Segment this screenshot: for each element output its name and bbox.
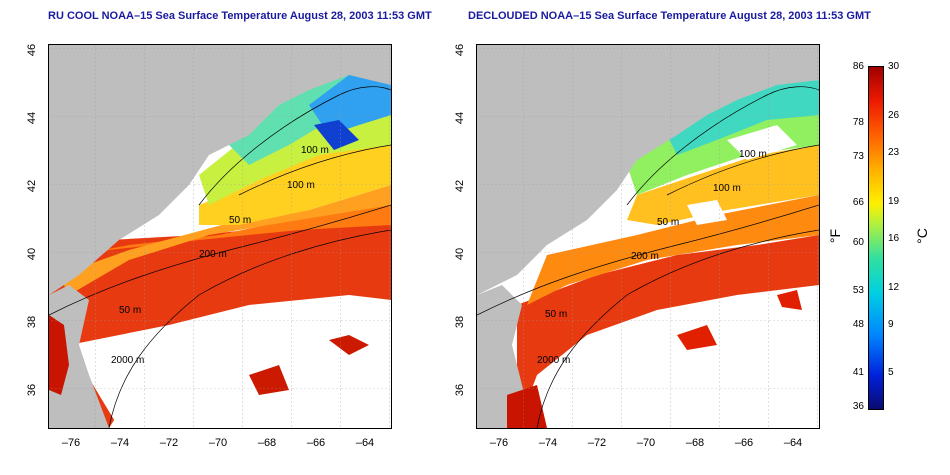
contour-label: 50 m xyxy=(119,305,141,316)
colorbar-f-tick: 48 xyxy=(852,319,864,330)
contour-label: 2000 m xyxy=(111,355,144,366)
colorbar-f-tick: 36 xyxy=(852,401,864,412)
colorbar-c-tick: 19 xyxy=(888,196,900,207)
y-tick-label: 44 xyxy=(454,111,466,125)
y-tick-label: 38 xyxy=(26,315,38,329)
x-tick-label: –72 xyxy=(587,437,607,449)
colorbar-f-tick: 53 xyxy=(852,285,864,296)
contour-label: 100 m xyxy=(301,145,329,156)
contour-label: 100 m xyxy=(287,180,315,191)
colorbar-c-tick: 30 xyxy=(888,61,900,72)
left-sst-map: 100 m 100 m 50 m 200 m 50 m 2000 m xyxy=(48,44,392,429)
x-tick-label: –64 xyxy=(783,437,803,449)
y-tick-label: 36 xyxy=(454,383,466,397)
x-tick-label: –76 xyxy=(61,437,81,449)
y-tick-label: 40 xyxy=(454,247,466,261)
contour-label: 50 m xyxy=(229,215,251,226)
y-tick-label: 44 xyxy=(26,111,38,125)
colorbar-f-tick: 86 xyxy=(852,61,864,72)
contour-label: 100 m xyxy=(739,149,767,160)
colorbar-f-tick: 73 xyxy=(852,151,864,162)
x-tick-label: –70 xyxy=(208,437,228,449)
x-tick-label: –66 xyxy=(734,437,754,449)
contour-label: 200 m xyxy=(631,251,659,262)
colorbar-f-tick: 60 xyxy=(852,237,864,248)
x-tick-label: –76 xyxy=(489,437,509,449)
colorbar-c-tick: 5 xyxy=(888,367,894,378)
colorbar-f-tick: 66 xyxy=(852,197,864,208)
y-tick-label: 42 xyxy=(454,179,466,193)
y-tick-label: 40 xyxy=(26,247,38,261)
contour-label: 50 m xyxy=(657,217,679,228)
x-tick-label: –70 xyxy=(636,437,656,449)
colorbar-c-tick: 26 xyxy=(888,110,900,121)
x-tick-label: –64 xyxy=(355,437,375,449)
x-tick-label: –68 xyxy=(685,437,705,449)
colorbar-c-tick: 16 xyxy=(888,233,900,244)
x-tick-label: –74 xyxy=(538,437,558,449)
contour-label: 50 m xyxy=(545,309,567,320)
contour-label: 100 m xyxy=(713,183,741,194)
fahrenheit-unit-label: °F xyxy=(827,228,844,244)
x-tick-label: –68 xyxy=(257,437,277,449)
celsius-unit-label: °C xyxy=(913,228,930,244)
x-tick-label: –74 xyxy=(110,437,130,449)
colorbar-c-tick: 23 xyxy=(888,147,900,158)
temperature-colorbar xyxy=(868,66,884,410)
colorbar-c-tick: 9 xyxy=(888,319,894,330)
contour-label: 2000 m xyxy=(537,355,570,366)
y-tick-label: 38 xyxy=(454,315,466,329)
right-sst-map: 100 m 100 m 50 m 200 m 50 m 2000 m xyxy=(476,44,820,429)
colorbar-f-tick: 78 xyxy=(852,117,864,128)
right-map-title: DECLOUDED NOAA–15 Sea Surface Temperatur… xyxy=(468,10,871,22)
colorbar-f-tick: 41 xyxy=(852,367,864,378)
y-tick-label: 36 xyxy=(26,383,38,397)
y-tick-label: 46 xyxy=(454,43,466,57)
x-tick-label: –66 xyxy=(306,437,326,449)
left-map-title: RU COOL NOAA–15 Sea Surface Temperature … xyxy=(48,10,432,22)
y-tick-label: 42 xyxy=(26,179,38,193)
x-tick-label: –72 xyxy=(159,437,179,449)
contour-label: 200 m xyxy=(199,249,227,260)
y-tick-label: 46 xyxy=(26,43,38,57)
colorbar-c-tick: 12 xyxy=(888,282,900,293)
